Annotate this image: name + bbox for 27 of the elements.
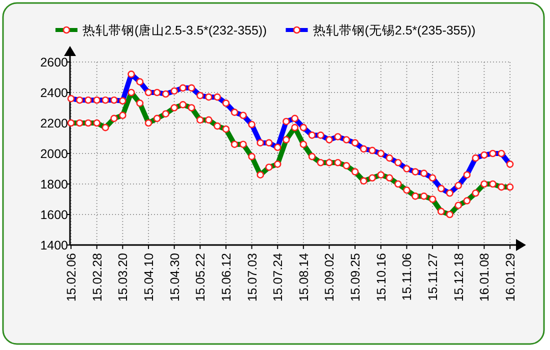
x-tick-label: 15.11.06 <box>400 252 414 301</box>
legend-label: 热轧带钢(无锡2.5*(235-355)) <box>312 24 476 38</box>
x-tick-label: 15.02.28 <box>90 252 104 302</box>
y-tick-label: 2000 <box>40 147 68 161</box>
x-tick-label: 16.01.08 <box>478 252 492 302</box>
x-tick-label: 15.04.10 <box>142 252 156 302</box>
x-tick-label: 15.07.24 <box>271 252 286 302</box>
x-tick-label: 15.03.20 <box>116 252 130 302</box>
x-tick-label: 15.08.14 <box>296 252 311 302</box>
x-tick-label: 16.01.29 <box>504 252 518 302</box>
x-tick-label: 15.04.30 <box>168 252 182 302</box>
x-tick-label: 15.11.27 <box>426 252 440 301</box>
y-tick-label: 2400 <box>40 86 68 100</box>
x-tick-label: 15.05.22 <box>194 252 208 302</box>
x-tick-label: 15.06.12 <box>219 252 234 302</box>
y-tick-label: 1600 <box>40 208 68 222</box>
x-tick-label: 15.07.03 <box>245 252 260 302</box>
x-tick-label: 15.12.18 <box>452 252 466 302</box>
x-tick-label: 15.09.02 <box>322 252 337 302</box>
x-tick-label: 15.02.06 <box>64 252 78 302</box>
x-tick-label: 15.09.25 <box>348 252 363 302</box>
y-tick-label: 2600 <box>40 56 68 70</box>
x-tick-label: 15.10.16 <box>374 252 388 302</box>
y-tick-label: 1800 <box>40 178 68 192</box>
y-tick-label: 2200 <box>40 116 68 130</box>
legend-label: 热轧带钢(唐山2.5-3.5*(232-355)) <box>82 24 267 38</box>
y-tick-label: 1400 <box>40 238 68 252</box>
